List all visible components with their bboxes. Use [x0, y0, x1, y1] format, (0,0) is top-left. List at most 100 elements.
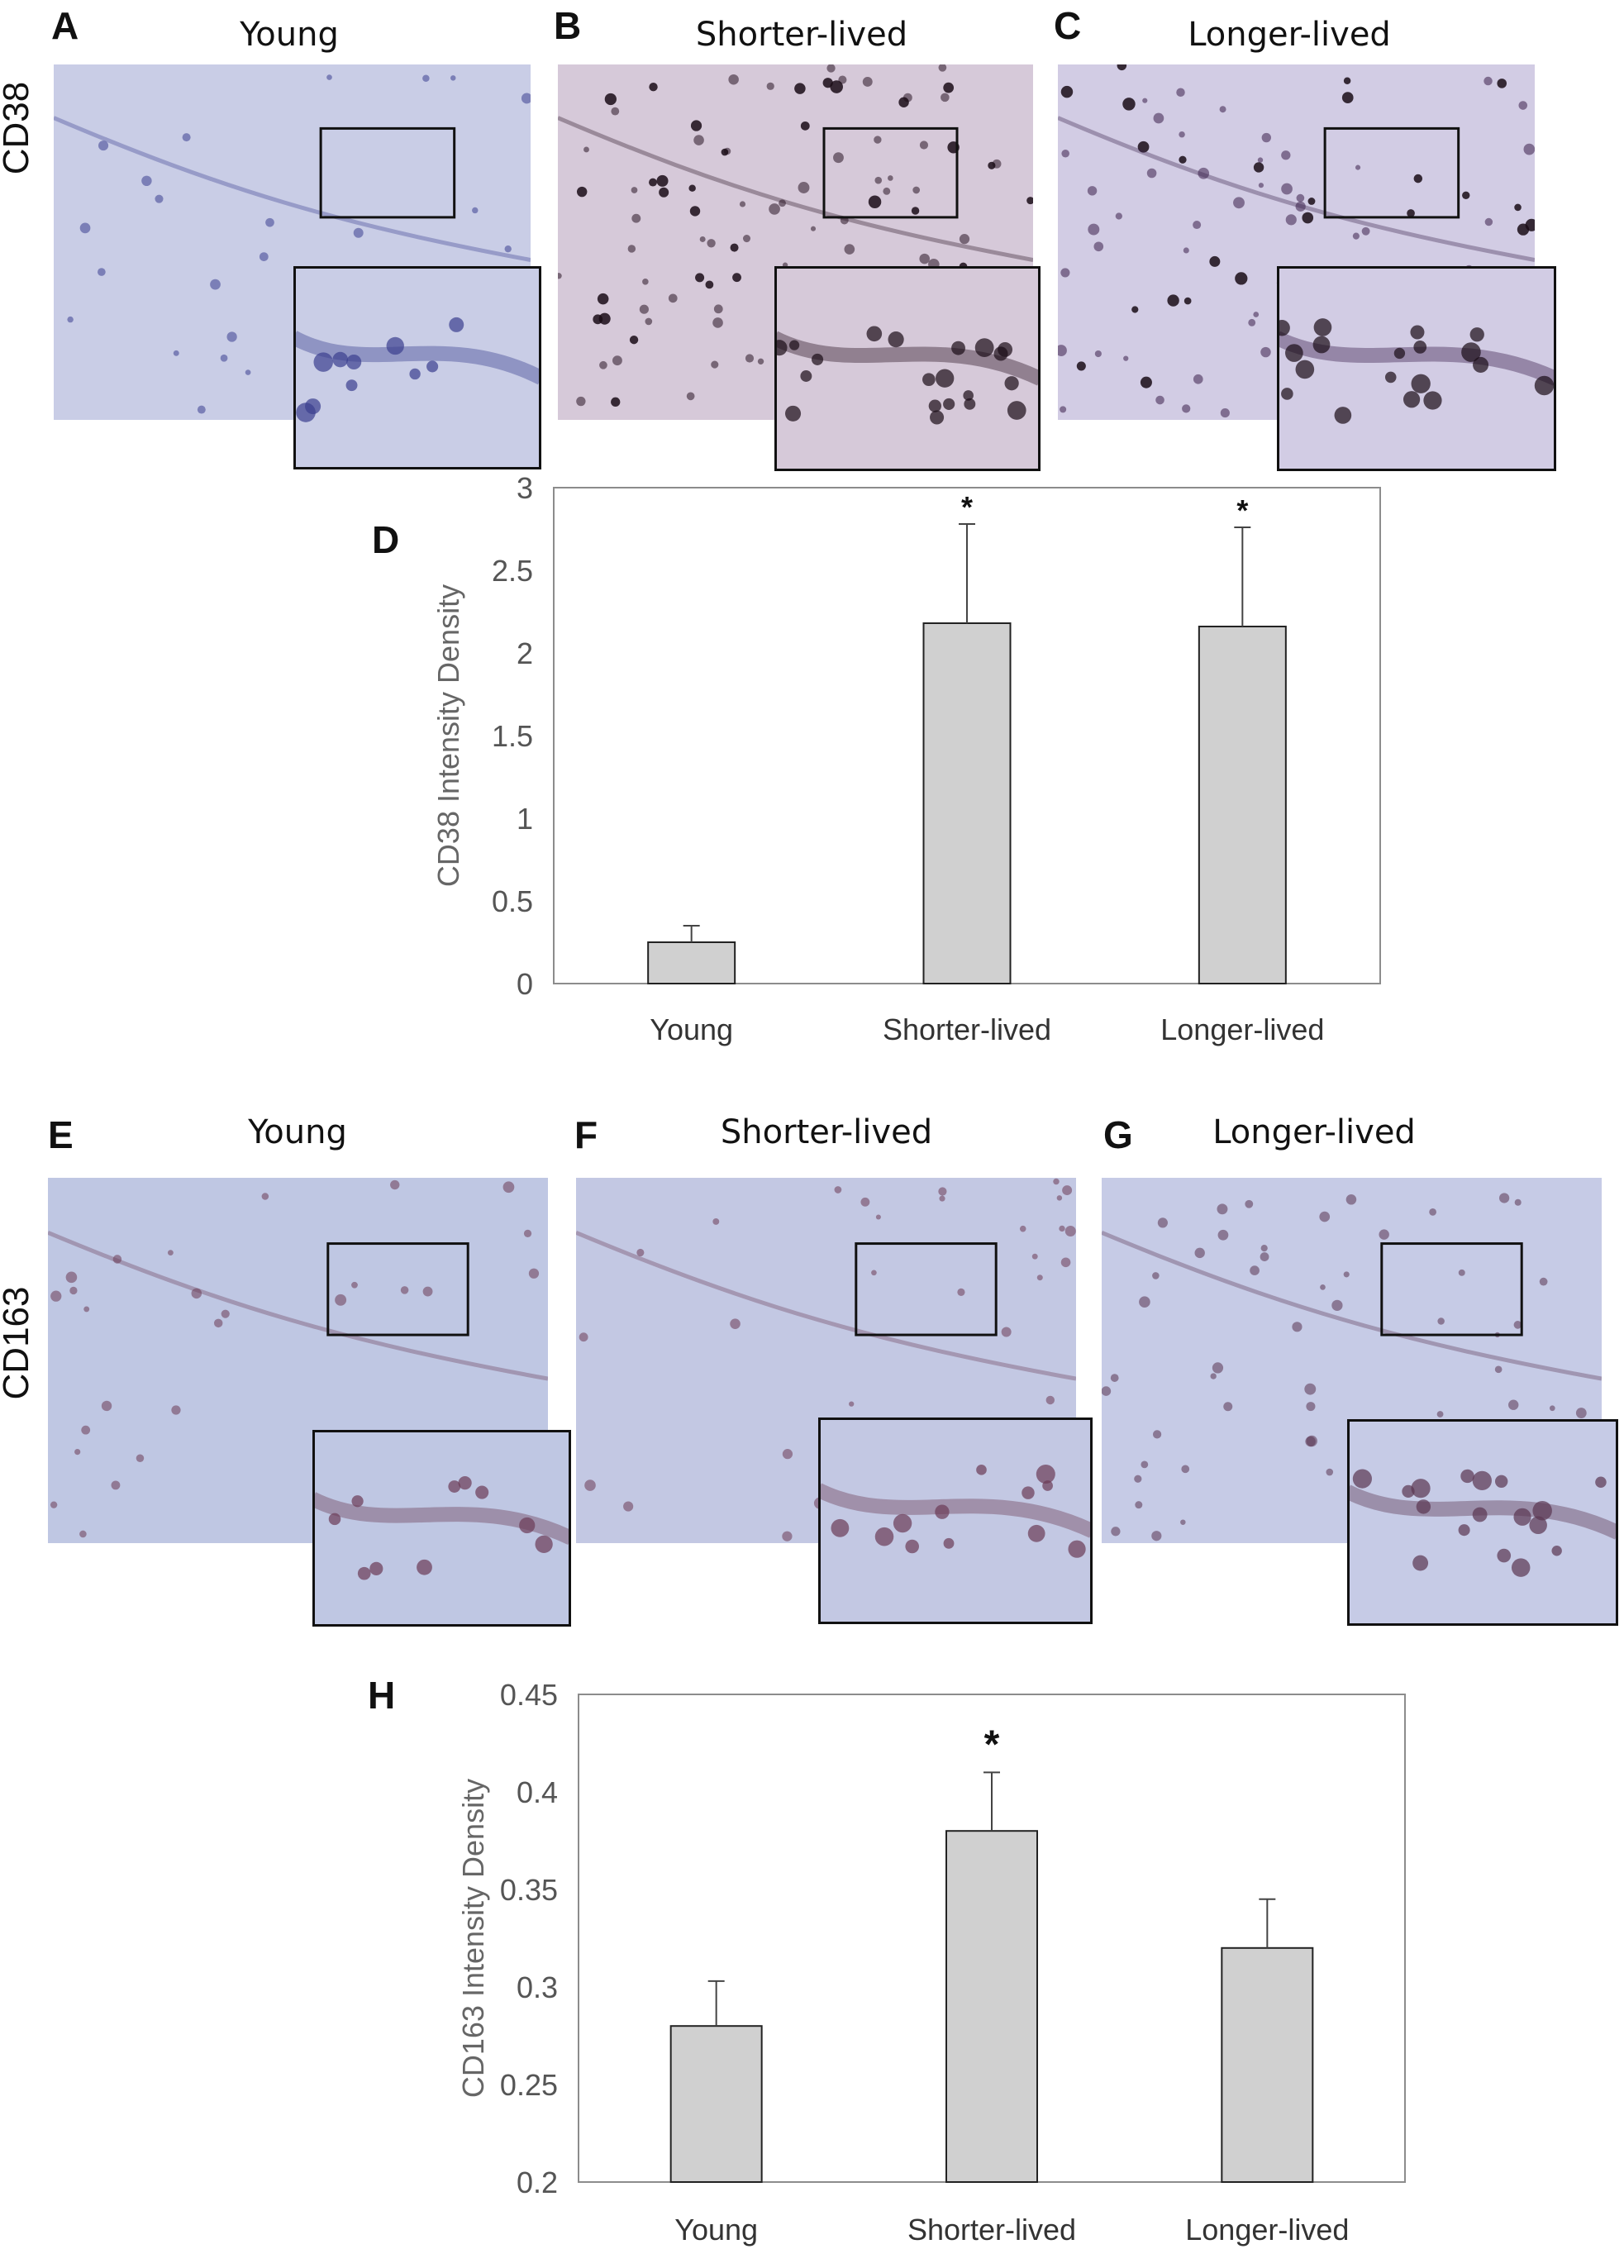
stained-nucleus	[197, 405, 206, 414]
inset-vessel-stain	[293, 331, 541, 385]
stained-nucleus	[502, 1181, 515, 1194]
stained-nucleus	[1355, 164, 1361, 170]
stained-nucleus	[265, 217, 274, 227]
stained-nucleus	[782, 1449, 793, 1460]
y-tick-label: 0.3	[517, 1970, 558, 2004]
zoom-region-box	[326, 1242, 469, 1336]
y-tick-label: 0.4	[517, 1775, 558, 1809]
stained-nucleus	[210, 279, 221, 290]
stained-nucleus	[521, 93, 531, 104]
stained-nucleus	[798, 182, 810, 193]
stained-nucleus	[98, 141, 109, 151]
stained-nucleus	[631, 213, 641, 223]
stained-nucleus	[1306, 1435, 1317, 1447]
stained-nucleus	[611, 107, 620, 116]
stained-nucleus	[875, 1214, 881, 1220]
stained-nucleus	[50, 1290, 62, 1302]
stained-nucleus	[1139, 1296, 1150, 1308]
bar	[1221, 1946, 1314, 2183]
stained-nucleus	[1198, 167, 1210, 179]
stained-nucleus	[579, 1332, 588, 1342]
stained-nucleus	[1152, 1430, 1162, 1439]
stained-nucleus	[1060, 1257, 1071, 1268]
stained-nucleus	[1320, 1284, 1326, 1290]
stained-nucleus	[220, 354, 228, 362]
panel-letter-h: H	[368, 1674, 396, 1717]
stained-nucleus	[450, 75, 456, 81]
stained-nucleus	[713, 304, 723, 314]
inset-vessel-stain	[1347, 1484, 1618, 1540]
stained-nucleus	[1514, 1198, 1522, 1206]
stained-nucleus	[1152, 1272, 1160, 1279]
zoom-region-box	[1323, 126, 1460, 219]
panel-letter-g: G	[1103, 1113, 1133, 1156]
stained-nucleus	[1248, 318, 1256, 326]
stained-nucleus	[1056, 1195, 1063, 1201]
stained-nucleus	[1181, 1465, 1190, 1474]
stained-nucleus	[699, 236, 706, 242]
bar	[922, 622, 1012, 984]
stained-nucleus	[1064, 1225, 1076, 1237]
stained-nucleus	[1061, 150, 1069, 158]
stained-nucleus	[1179, 131, 1185, 138]
stained-nucleus	[627, 245, 636, 253]
stained-nucleus	[939, 1195, 945, 1202]
stained-nucleus	[1253, 312, 1260, 317]
chart-d: 0 0.5 1 1.5 2 2.5 3 CD38 Intensity Density Young…	[413, 471, 1405, 1066]
stained-nucleus	[1135, 1501, 1143, 1509]
panel-letter-a: A	[51, 4, 79, 47]
stained-nucleus	[810, 226, 817, 231]
stained-nucleus	[182, 133, 191, 142]
stained-nucleus	[1295, 201, 1306, 212]
zoom-region-box	[822, 126, 959, 219]
stained-nucleus	[98, 268, 106, 276]
stained-nucleus	[65, 1271, 78, 1284]
stained-nucleus	[1233, 197, 1245, 209]
inset-vessel-stain	[1277, 331, 1556, 386]
stained-nucleus	[957, 1288, 965, 1296]
stained-nucleus	[1060, 268, 1070, 278]
stained-nucleus	[612, 355, 622, 366]
stained-nucleus	[1153, 112, 1164, 124]
stained-nucleus	[1261, 132, 1271, 143]
stained-nucleus	[639, 304, 649, 314]
stained-nucleus	[959, 234, 970, 245]
x-tick-label: Longer-lived	[1185, 2213, 1349, 2247]
stained-nucleus	[1141, 1460, 1149, 1469]
stained-nucleus	[1155, 395, 1164, 405]
stained-nucleus	[849, 1401, 855, 1407]
stained-nucleus	[1343, 1271, 1350, 1278]
stained-nucleus	[1059, 1225, 1065, 1232]
y-tick-label: 2	[517, 636, 533, 670]
significance-marker: *	[961, 490, 973, 524]
x-tick-label: Young	[650, 1012, 733, 1046]
stained-nucleus	[833, 152, 844, 164]
stained-nucleus	[74, 1448, 81, 1456]
y-tick-label: 1.5	[492, 719, 533, 753]
stained-nucleus	[1094, 350, 1102, 358]
stained-nucleus	[1296, 193, 1305, 202]
stained-nucleus	[1182, 404, 1191, 413]
stained-nucleus	[742, 235, 751, 243]
zoom-region-box	[319, 126, 456, 219]
bar	[647, 941, 736, 984]
micrograph-e-inset	[312, 1430, 571, 1627]
y-tick-label: 0.25	[500, 2068, 558, 2102]
stained-nucleus	[1193, 374, 1203, 384]
stained-nucleus	[171, 1405, 181, 1415]
stained-nucleus	[1508, 1399, 1519, 1410]
y-tick-label: 0	[517, 967, 533, 1001]
stained-nucleus	[938, 1187, 947, 1196]
stained-nucleus	[782, 1531, 793, 1541]
stained-nucleus	[1146, 168, 1157, 179]
stained-nucleus	[1304, 1383, 1317, 1395]
panel-letter-f: F	[574, 1113, 598, 1156]
y-axis-label: CD163 Intensity Density	[456, 1779, 490, 2098]
stained-nucleus	[730, 1318, 741, 1329]
stained-nucleus	[1212, 1362, 1224, 1374]
chart-h: 0.2 0.25 0.3 0.35 0.4 0.45 CD163 Intensity Den…	[413, 1678, 1488, 2256]
stained-nucleus	[245, 369, 251, 375]
stained-nucleus	[693, 135, 704, 145]
stained-nucleus	[523, 1229, 532, 1237]
stained-nucleus	[1110, 1374, 1119, 1382]
